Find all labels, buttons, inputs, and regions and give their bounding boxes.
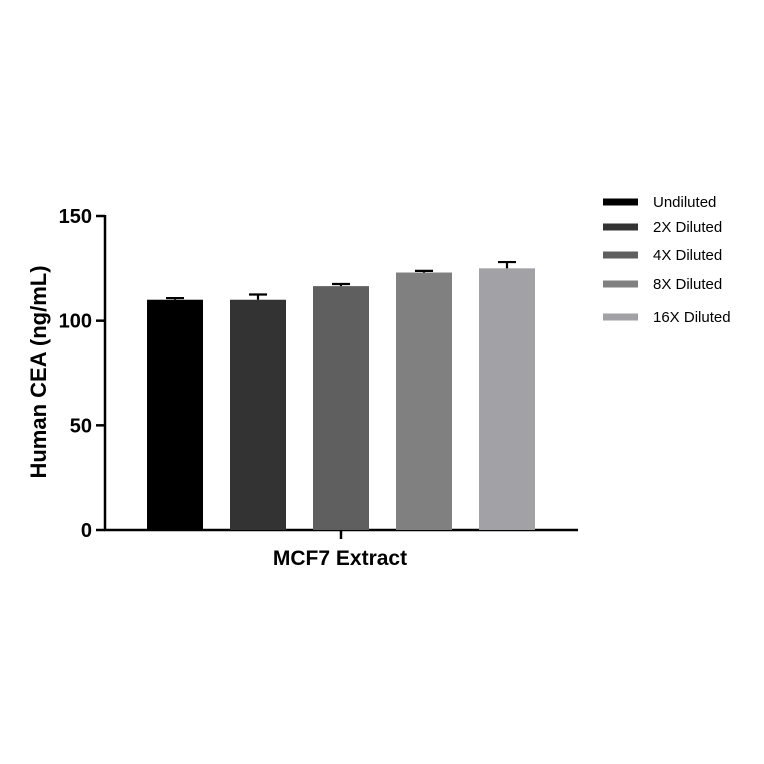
y-tick-label: 150 — [59, 206, 92, 228]
legend-swatch — [603, 223, 638, 231]
y-tick-label: 50 — [70, 415, 92, 437]
legend-label: 16X Diluted — [653, 309, 731, 326]
legend-label: 8X Diluted — [653, 276, 722, 293]
legend-swatch — [603, 251, 638, 259]
plot-area: 0 50 100 150 — [59, 206, 578, 542]
legend-swatch — [603, 198, 638, 206]
legend-label: Undiluted — [653, 194, 716, 211]
bars — [147, 268, 535, 530]
bar — [147, 299, 203, 530]
legend-swatch — [603, 313, 638, 321]
legend-label: 4X Diluted — [653, 247, 722, 264]
y-axis-ticks: 0 50 100 150 — [59, 206, 105, 542]
y-tick-label: 100 — [59, 311, 92, 333]
bar — [230, 299, 286, 530]
bar — [313, 286, 369, 530]
legend: Undiluted 2X Diluted 4X Diluted 8X Diluted 1… — [603, 194, 731, 326]
bar — [479, 268, 535, 530]
y-tick-label: 0 — [81, 520, 92, 542]
x-axis-category-label: MCF7 Extract — [273, 547, 407, 570]
error-bars — [166, 260, 516, 300]
legend-label: 2X Diluted — [653, 219, 722, 236]
legend-swatch — [603, 280, 638, 288]
y-axis-label: Human CEA (ng/mL) — [26, 265, 51, 478]
bar — [396, 272, 452, 530]
